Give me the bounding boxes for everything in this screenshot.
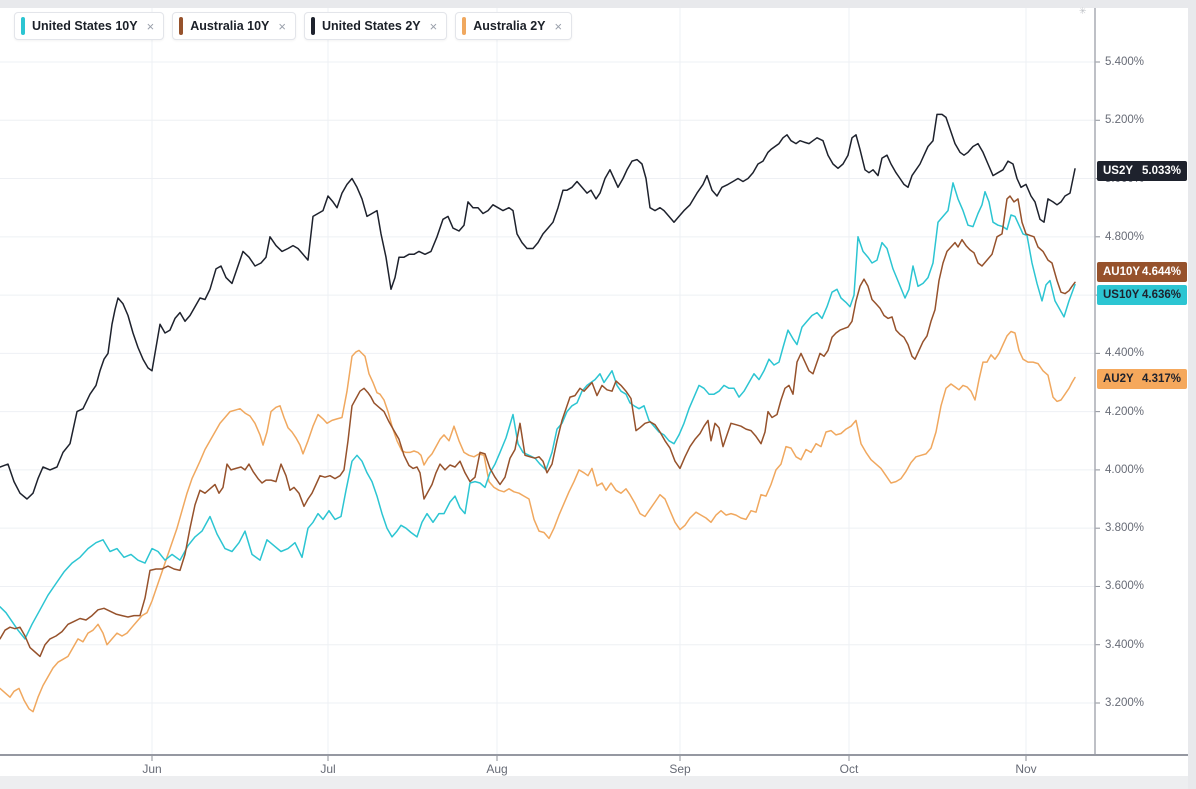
- close-icon[interactable]: ×: [146, 18, 155, 34]
- top-edge-strip: [0, 0, 1196, 8]
- right-edge-strip: [1188, 8, 1196, 789]
- legend-chip-us10y[interactable]: United States 10Y ×: [14, 12, 165, 40]
- x-axis-label: Oct: [839, 762, 859, 776]
- y-axis-label: 5.400%: [1105, 56, 1145, 68]
- price-badge-symbol: AU10Y: [1103, 266, 1141, 278]
- x-axis-label: Nov: [1015, 762, 1037, 776]
- series-line-us10y[interactable]: [0, 182, 1076, 640]
- legend-chip-label: Australia 2Y: [473, 19, 546, 33]
- price-badge-value: 5.033%: [1141, 165, 1181, 177]
- gridlines: [0, 8, 1095, 755]
- y-axis-label: 4.800%: [1105, 230, 1145, 243]
- price-badge-value: 4.317%: [1141, 373, 1181, 385]
- us10y-color-bar-icon: [21, 17, 25, 35]
- series-line-us2y[interactable]: [0, 113, 1076, 500]
- series-line-au2y[interactable]: [0, 330, 1076, 713]
- last-price-badge-us2y: US2Y 5.033%: [1097, 161, 1187, 181]
- series-line-au10y[interactable]: [0, 195, 1076, 658]
- last-price-badge-us10y: US10Y 4.636%: [1097, 285, 1187, 305]
- last-price-badge-au10y: AU10Y 4.644%: [1097, 262, 1187, 282]
- legend-chip-us2y[interactable]: United States 2Y ×: [304, 12, 448, 40]
- y-axis-label: 5.200%: [1105, 114, 1145, 127]
- legend-chip-label: United States 2Y: [322, 19, 421, 33]
- price-badge-value: 4.644%: [1141, 266, 1181, 278]
- y-axis-label: 3.600%: [1105, 580, 1145, 593]
- close-icon[interactable]: ×: [278, 18, 286, 34]
- price-badge-value: 4.636%: [1141, 289, 1181, 301]
- price-scale[interactable]: 5.400%5.200%5.000%4.800%4.600%4.400%4.20…: [1096, 8, 1188, 755]
- y-axis-label: 3.800%: [1105, 522, 1145, 535]
- bottom-edge-strip: [0, 776, 1188, 789]
- price-badge-symbol: US2Y: [1103, 165, 1134, 177]
- time-scale[interactable]: Jun Jul Aug Sep Oct Nov: [0, 756, 1095, 776]
- us2y-color-bar-icon: [311, 17, 315, 35]
- close-icon[interactable]: ×: [429, 18, 438, 34]
- legend-chip-label: United States 10Y: [32, 19, 138, 33]
- price-badge-symbol: AU2Y: [1103, 373, 1134, 385]
- x-axis-label: Aug: [486, 762, 508, 776]
- y-axis-label: 4.400%: [1105, 347, 1145, 360]
- legend-chip-au2y[interactable]: Australia 2Y ×: [455, 12, 573, 40]
- au2y-color-bar-icon: [462, 17, 467, 35]
- last-price-badge-au2y: AU2Y 4.317%: [1097, 369, 1187, 389]
- chart-corner-icon[interactable]: ✳: [1079, 6, 1087, 16]
- axis-lines: [0, 8, 1188, 761]
- y-axis-label: 4.200%: [1105, 405, 1145, 418]
- close-icon[interactable]: ×: [554, 18, 563, 34]
- series-lines[interactable]: [0, 113, 1076, 713]
- x-axis-label: Jul: [320, 762, 336, 776]
- y-axis-label: 3.200%: [1105, 696, 1145, 709]
- x-axis-label: Jun: [142, 762, 162, 776]
- legend: United States 10Y × Australia 10Y × Unit…: [14, 12, 573, 40]
- x-axis-label: Sep: [669, 762, 691, 776]
- y-axis-label: 3.400%: [1105, 638, 1145, 651]
- au10y-color-bar-icon: [179, 17, 184, 35]
- legend-chip-au10y[interactable]: Australia 10Y ×: [172, 12, 296, 40]
- y-axis-label: 4.000%: [1105, 463, 1145, 476]
- price-badge-symbol: US10Y: [1103, 289, 1140, 301]
- legend-chip-label: Australia 10Y: [190, 19, 270, 33]
